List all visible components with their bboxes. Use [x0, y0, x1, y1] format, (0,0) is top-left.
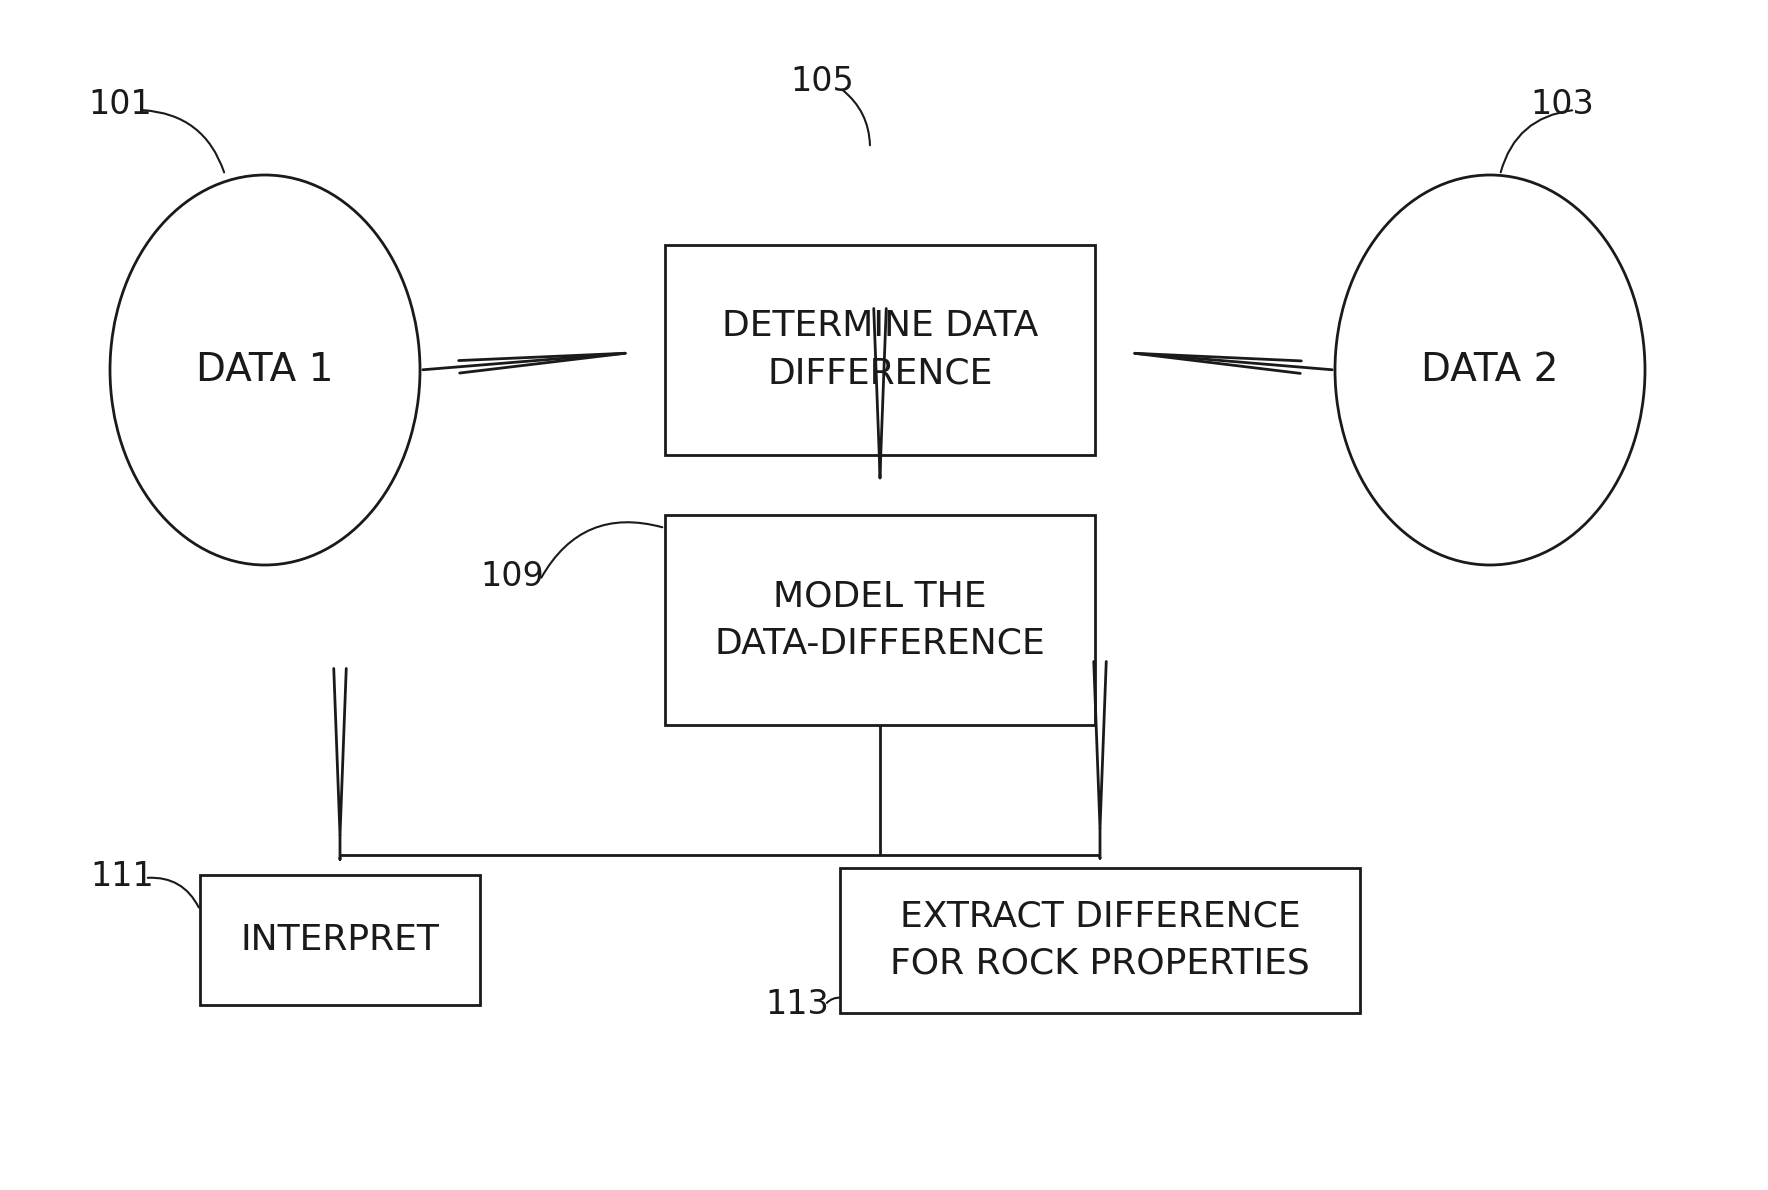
Text: 105: 105 — [790, 65, 854, 98]
Ellipse shape — [110, 175, 421, 565]
Ellipse shape — [1335, 175, 1644, 565]
Text: 109: 109 — [479, 560, 545, 593]
Bar — [665, 515, 1094, 725]
Text: DATA 2: DATA 2 — [1421, 351, 1559, 389]
Text: MODEL THE
DATA-DIFFERENCE: MODEL THE DATA-DIFFERENCE — [714, 580, 1045, 660]
Text: DATA 1: DATA 1 — [196, 351, 334, 389]
Text: 103: 103 — [1529, 88, 1593, 121]
Text: INTERPRET: INTERPRET — [240, 923, 440, 957]
Text: EXTRACT DIFFERENCE
FOR ROCK PROPERTIES: EXTRACT DIFFERENCE FOR ROCK PROPERTIES — [889, 900, 1310, 981]
Text: DETERMINE DATA
DIFFERENCE: DETERMINE DATA DIFFERENCE — [721, 309, 1038, 390]
Bar — [665, 245, 1094, 455]
Text: 113: 113 — [766, 988, 829, 1021]
Bar — [840, 868, 1360, 1013]
Bar — [200, 875, 479, 1006]
Text: 111: 111 — [90, 860, 154, 892]
Text: 101: 101 — [88, 88, 152, 121]
